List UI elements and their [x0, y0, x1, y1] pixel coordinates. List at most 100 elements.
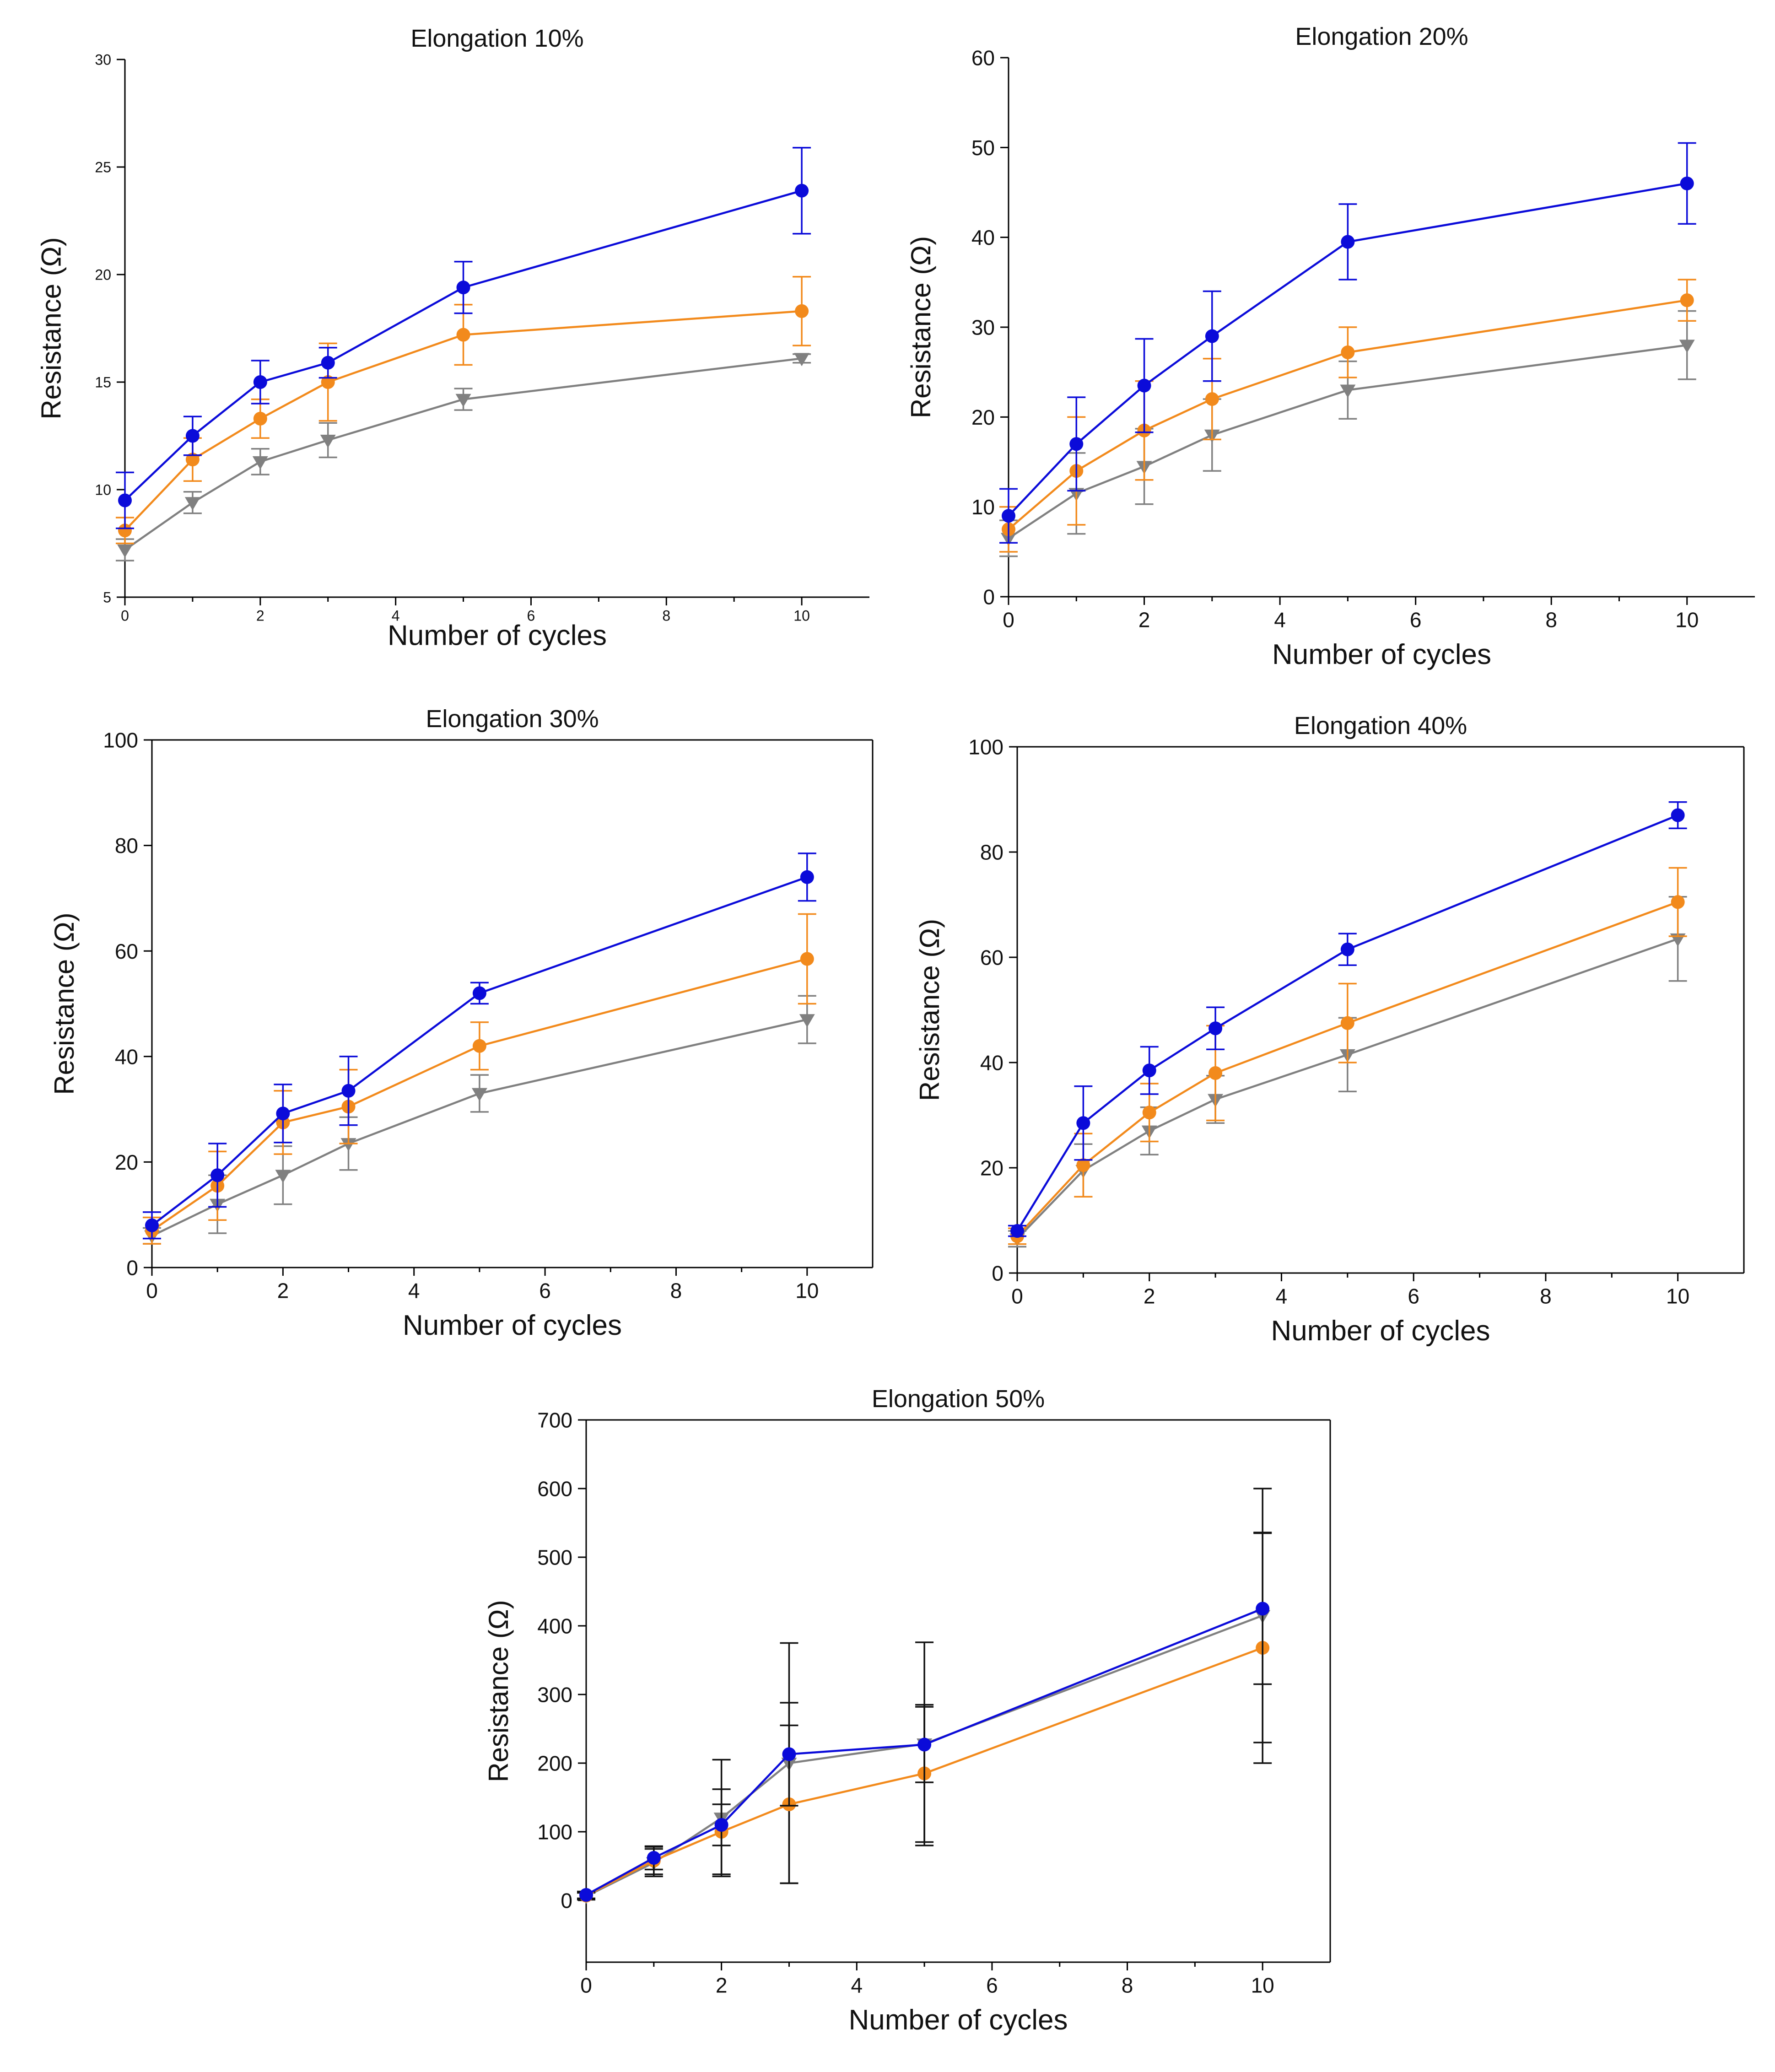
data-point-circle: [1002, 509, 1015, 523]
series-blue: [1008, 801, 1687, 1238]
x-tick-label: 2: [1144, 1284, 1155, 1308]
x-tick-label: 8: [1545, 608, 1557, 631]
series-line: [124, 189, 802, 502]
data-point-circle: [1340, 942, 1354, 956]
data-point-triangle: [455, 394, 471, 407]
data-point-circle: [1671, 808, 1685, 822]
data-point-circle: [1137, 378, 1151, 393]
x-tick-label: 6: [539, 1279, 551, 1302]
data-point-triangle: [340, 1138, 356, 1152]
x-tick-label: 6: [986, 1973, 998, 1997]
x-tick-label: 0: [146, 1279, 158, 1302]
y-axis-label: Resistance (Ω): [36, 237, 67, 419]
y-tick-label: 0: [983, 585, 995, 609]
data-point-circle: [456, 281, 470, 295]
y-tick-label: 15: [95, 374, 111, 391]
y-tick-label: 0: [992, 1262, 1003, 1285]
x-tick-label: 2: [716, 1973, 728, 1997]
data-point-circle: [1209, 1066, 1223, 1080]
series-line: [151, 1018, 808, 1237]
series-line: [1016, 901, 1678, 1237]
chart-title: Elongation 30%: [426, 705, 599, 733]
data-point-circle: [472, 986, 486, 1000]
y-tick-label: 100: [968, 735, 1003, 759]
x-tick-label: 0: [580, 1973, 592, 1997]
data-point-circle: [253, 411, 267, 426]
chart-elongation-20: Elongation 20% 0 2 4 6 8 10 0 10 20 30 40 50 60 Number…: [906, 23, 1755, 670]
x-tick-label: 2: [1138, 608, 1150, 631]
y-tick-label: 0: [561, 1889, 572, 1913]
y-tick-label: 25: [95, 159, 111, 176]
data-point-circle: [1209, 1021, 1223, 1036]
x-tick-label: 0: [1003, 608, 1014, 631]
data-point-circle: [647, 1851, 661, 1865]
y-axis-label: Resistance (Ω): [906, 236, 936, 418]
data-point-circle: [1205, 329, 1219, 343]
data-point-circle: [118, 523, 132, 538]
data-point-circle: [795, 304, 809, 318]
y-tick-label: 500: [537, 1546, 572, 1570]
data-point-triangle: [471, 1088, 487, 1101]
data-point-circle: [253, 375, 267, 389]
series-line: [124, 357, 802, 551]
data-point-circle: [1076, 1158, 1090, 1172]
data-point-circle: [341, 1084, 356, 1098]
series-blue: [577, 1532, 1272, 1902]
data-point-triangle: [1340, 384, 1356, 398]
y-tick-label: 80: [115, 834, 138, 858]
chart-title: Elongation 10%: [410, 25, 583, 52]
x-tick-label: 6: [1408, 1284, 1419, 1308]
x-tick-label: 10: [793, 608, 810, 624]
data-point-circle: [321, 375, 335, 389]
y-axis-label: Resistance (Ω): [49, 912, 80, 1095]
y-tick-label: 0: [126, 1256, 138, 1280]
data-point-circle: [1680, 176, 1694, 190]
data-point-circle: [795, 183, 809, 198]
y-tick-label: 80: [980, 841, 1003, 864]
data-point-triangle: [252, 456, 268, 469]
data-point-triangle: [117, 544, 133, 558]
series-line: [151, 876, 808, 1226]
data-point-circle: [456, 328, 470, 342]
y-tick-label: 20: [971, 405, 995, 429]
series-line: [124, 310, 802, 531]
x-tick-label: 4: [392, 608, 400, 624]
x-tick-label: 6: [527, 608, 535, 624]
x-tick-label: 0: [1011, 1284, 1023, 1308]
x-tick-label: 0: [121, 608, 129, 624]
data-point-circle: [321, 356, 335, 370]
y-axis-label: Resistance (Ω): [483, 1600, 514, 1782]
chart-elongation-50: Elongation 50%0 2 4 6 8 100100200300400500600…: [483, 1385, 1331, 2036]
data-point-circle: [800, 952, 814, 966]
chart-title: Elongation 50%: [872, 1385, 1045, 1413]
y-tick-label: 100: [103, 728, 138, 752]
data-point-circle: [579, 1888, 593, 1902]
data-point-circle: [145, 1218, 159, 1232]
x-tick-label: 4: [1276, 1284, 1288, 1308]
y-tick-label: 40: [980, 1051, 1003, 1075]
y-tick-label: 60: [971, 46, 995, 70]
y-axis-label: Resistance (Ω): [914, 919, 945, 1101]
y-tick-label: 40: [971, 226, 995, 249]
series-line: [151, 958, 808, 1232]
data-point-circle: [1680, 293, 1694, 308]
series-line: [1016, 814, 1678, 1232]
series-line: [1008, 182, 1688, 517]
x-axis-label: Number of cycles: [1271, 1315, 1490, 1347]
series-line: [1016, 938, 1678, 1240]
x-tick-label: 4: [851, 1973, 863, 1997]
chart-title: Elongation 40%: [1294, 712, 1467, 739]
series-orange: [1008, 867, 1687, 1245]
x-tick-label: 6: [1410, 608, 1422, 631]
data-point-triangle: [320, 435, 336, 448]
data-point-circle: [210, 1168, 225, 1182]
x-tick-label: 10: [1666, 1284, 1689, 1308]
series-line: [1008, 344, 1688, 540]
x-tick-label: 2: [256, 608, 264, 624]
y-tick-label: 30: [971, 316, 995, 340]
x-tick-label: 8: [1540, 1284, 1552, 1308]
x-axis-label: Number of cycles: [403, 1310, 622, 1341]
data-point-circle: [1010, 1224, 1024, 1238]
data-point-circle: [1256, 1602, 1270, 1616]
